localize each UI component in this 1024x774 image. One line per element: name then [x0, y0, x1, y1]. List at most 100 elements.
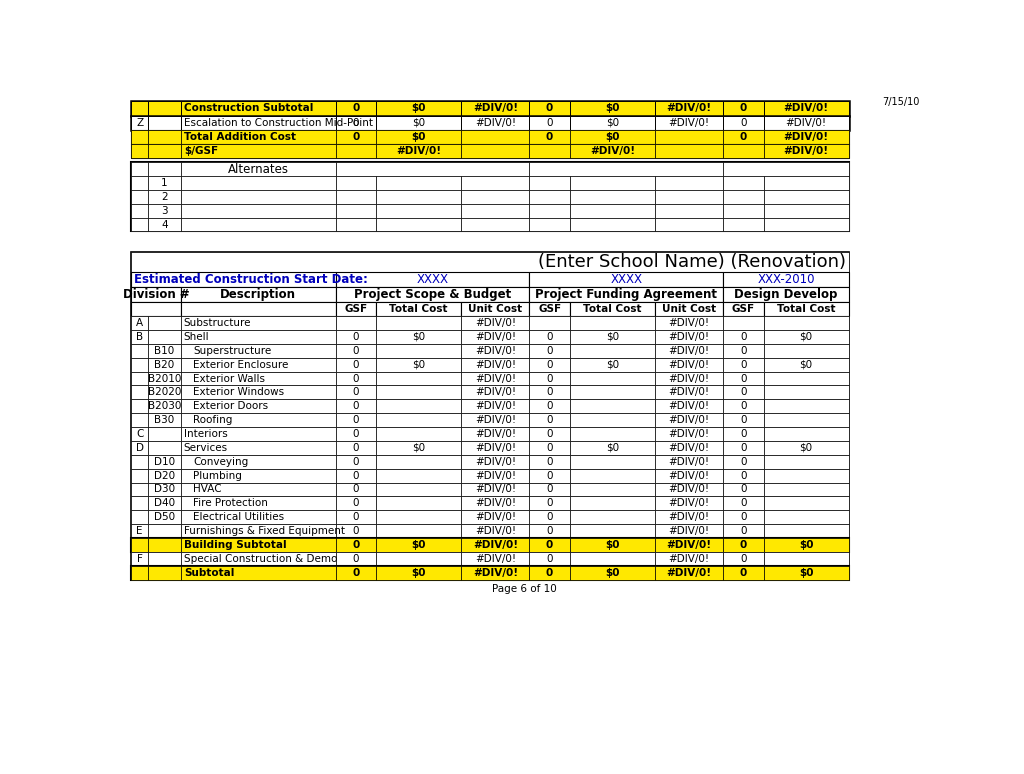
Text: 0: 0	[352, 346, 359, 356]
Bar	[723, 510, 764, 524]
Bar	[148, 496, 180, 510]
Text: XXX-2010: XXX-2010	[757, 272, 815, 286]
Bar	[336, 176, 376, 190]
Bar	[461, 330, 529, 344]
Text: #DIV/0!: #DIV/0!	[475, 526, 516, 536]
Text: (Enter School Name) (Renovation): (Enter School Name) (Renovation)	[538, 252, 846, 270]
Bar	[131, 330, 849, 344]
Bar	[148, 204, 180, 217]
Text: Special Construction & Demo: Special Construction & Demo	[183, 553, 337, 563]
Text: 4: 4	[161, 220, 168, 230]
Text: Shell: Shell	[183, 332, 210, 342]
Text: $0: $0	[412, 567, 426, 577]
Bar	[376, 399, 461, 413]
Bar	[569, 144, 655, 158]
Bar	[336, 344, 376, 358]
Bar	[461, 344, 529, 358]
Bar	[529, 441, 569, 455]
Bar	[764, 303, 849, 317]
Bar	[655, 372, 723, 385]
Text: GSF: GSF	[538, 304, 561, 314]
Text: Total Cost: Total Cost	[777, 304, 836, 314]
Text: #DIV/0!: #DIV/0!	[473, 540, 518, 550]
Bar	[461, 358, 529, 372]
Bar	[336, 482, 376, 496]
Bar	[131, 344, 148, 358]
Bar	[723, 413, 764, 427]
Text: D20: D20	[154, 471, 175, 481]
Bar	[131, 176, 148, 190]
Bar	[764, 468, 849, 482]
Text: #DIV/0!: #DIV/0!	[475, 471, 516, 481]
Bar	[461, 176, 529, 190]
Bar	[376, 217, 461, 231]
Text: 0: 0	[740, 471, 746, 481]
Bar	[764, 524, 849, 538]
Bar	[569, 496, 655, 510]
Bar	[131, 358, 849, 372]
Text: 0: 0	[546, 103, 553, 113]
Text: 0: 0	[547, 415, 553, 425]
Text: #DIV/0!: #DIV/0!	[783, 103, 828, 113]
Bar	[376, 385, 461, 399]
Bar	[529, 190, 569, 204]
Bar	[764, 190, 849, 204]
Text: 0: 0	[739, 567, 746, 577]
Text: 0: 0	[740, 526, 746, 536]
Bar	[723, 399, 764, 413]
Bar	[376, 538, 461, 552]
Text: #DIV/0!: #DIV/0!	[475, 498, 516, 509]
Bar	[569, 101, 655, 116]
Bar	[148, 358, 180, 372]
Bar	[180, 163, 336, 176]
Bar	[180, 101, 336, 116]
Bar	[461, 372, 529, 385]
Bar	[180, 524, 336, 538]
Text: 0: 0	[352, 401, 359, 411]
Text: Estimated Construction Start Date:: Estimated Construction Start Date:	[134, 272, 368, 286]
Bar	[180, 358, 336, 372]
Bar	[764, 510, 849, 524]
Bar	[131, 524, 849, 538]
Bar	[376, 176, 461, 190]
Bar	[461, 552, 529, 566]
Text: #DIV/0!: #DIV/0!	[669, 401, 710, 411]
Text: Escalation to Construction Mid-Point: Escalation to Construction Mid-Point	[183, 118, 373, 128]
Bar	[131, 303, 180, 317]
Text: Substructure: Substructure	[183, 318, 251, 328]
Bar	[461, 317, 529, 330]
Text: #DIV/0!: #DIV/0!	[475, 401, 516, 411]
Bar	[180, 441, 336, 455]
Bar	[569, 538, 655, 552]
Text: #DIV/0!: #DIV/0!	[669, 485, 710, 495]
Bar	[461, 399, 529, 413]
Text: $0: $0	[800, 443, 813, 453]
Bar	[655, 441, 723, 455]
Bar	[148, 455, 180, 468]
Bar	[461, 468, 529, 482]
Bar	[180, 317, 336, 330]
Text: 0: 0	[546, 132, 553, 142]
Text: 7/15/10: 7/15/10	[883, 98, 920, 108]
Text: B30: B30	[155, 415, 174, 425]
Bar	[529, 287, 723, 303]
Bar	[723, 101, 764, 116]
Bar	[461, 510, 529, 524]
Bar	[461, 204, 529, 217]
Text: $0: $0	[412, 360, 425, 370]
Bar	[723, 217, 764, 231]
Bar	[529, 538, 569, 552]
Bar	[461, 441, 529, 455]
Bar	[723, 455, 764, 468]
Text: 0: 0	[547, 401, 553, 411]
Bar	[723, 204, 764, 217]
Bar	[764, 427, 849, 441]
Bar	[131, 427, 148, 441]
Text: D40: D40	[154, 498, 175, 509]
Text: #DIV/0!: #DIV/0!	[785, 118, 826, 128]
Bar	[131, 538, 849, 552]
Bar	[131, 482, 849, 496]
Bar	[376, 552, 461, 566]
Bar	[376, 566, 461, 580]
Bar	[180, 510, 336, 524]
